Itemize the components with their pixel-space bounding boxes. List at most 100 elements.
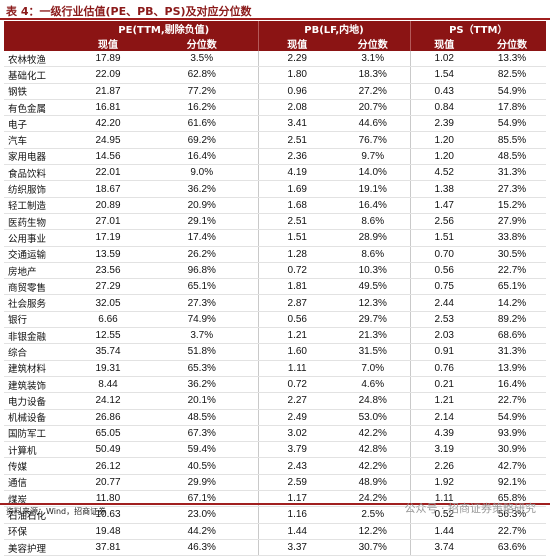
ps-percentile: 54.9%: [478, 115, 547, 133]
pb-percentile: 9.7%: [336, 148, 410, 166]
industry-name: 食品饮料: [4, 164, 70, 182]
valuation-table: PE(TTM,剔除负值) PB(LF,内地) PS（TTM） 现值 分位数 现值…: [4, 21, 547, 556]
pe-percentile: 67.3%: [146, 425, 258, 443]
pe-percentile: 65.3%: [146, 360, 258, 377]
header-corner-2: [4, 36, 70, 51]
pb-value: 1.60: [257, 343, 336, 361]
pb-percentile: 21.3%: [336, 327, 410, 345]
ps-value: 4.52: [409, 164, 478, 182]
pe-value: 65.05: [70, 425, 146, 443]
pe-percentile: 26.2%: [146, 246, 258, 263]
table-row: 环保 19.48 44.2% 1.44 12.2% 1.44 22.7%: [4, 523, 547, 540]
pb-value: 0.96: [257, 83, 336, 100]
pb-value: 2.51: [257, 213, 336, 231]
pe-percentile: 77.2%: [146, 83, 258, 100]
pb-value: 0.56: [257, 311, 336, 329]
pe-value: 19.48: [70, 523, 146, 540]
pb-percentile: 19.1%: [336, 180, 410, 198]
pe-value: 20.77: [70, 474, 146, 492]
table-row: 纺织服饰 18.67 36.2% 1.69 19.1% 1.38 27.3%: [4, 180, 547, 198]
ps-value: 2.14: [409, 409, 478, 426]
table-body: 农林牧渔 17.89 3.5% 2.29 3.1% 1.02 13.3% 基础化工 22.09 6…: [4, 51, 547, 556]
ps-value: 1.92: [409, 474, 478, 492]
pe-value: 22.09: [70, 66, 146, 84]
ps-percentile: 63.6%: [478, 539, 547, 556]
pe-percentile: 36.2%: [146, 180, 258, 198]
ps-value: 0.43: [409, 83, 478, 100]
pb-percentile: 18.3%: [336, 66, 410, 84]
header-ps-value: 现值: [409, 36, 478, 51]
pe-percentile: 96.8%: [146, 262, 258, 280]
pb-value: 0.72: [257, 262, 336, 280]
industry-name: 农林牧渔: [4, 51, 70, 68]
industry-name: 轻工制造: [4, 197, 70, 214]
ps-value: 1.51: [409, 229, 478, 247]
ps-value: 0.21: [409, 376, 478, 394]
pb-percentile: 42.2%: [336, 457, 410, 475]
ps-value: 4.39: [409, 425, 478, 443]
pe-percentile: 16.4%: [146, 148, 258, 166]
pe-value: 23.56: [70, 262, 146, 280]
pb-value: 2.51: [257, 131, 336, 149]
ps-percentile: 68.6%: [478, 327, 547, 345]
ps-percentile: 30.5%: [478, 246, 547, 263]
table-row: 传媒 26.12 40.5% 2.43 42.2% 2.26 42.7%: [4, 457, 547, 475]
pe-percentile: 65.1%: [146, 278, 258, 296]
industry-name: 通信: [4, 474, 70, 492]
ps-value: 2.39: [409, 115, 478, 133]
ps-percentile: 30.9%: [478, 441, 547, 459]
pe-value: 17.89: [70, 51, 146, 68]
ps-percentile: 31.3%: [478, 343, 547, 361]
pb-percentile: 12.2%: [336, 523, 410, 540]
industry-name: 医药生物: [4, 213, 70, 231]
pe-percentile: 59.4%: [146, 441, 258, 459]
ps-value: 2.53: [409, 311, 478, 329]
header-ps: PS（TTM）: [409, 21, 547, 36]
pb-value: 0.72: [257, 376, 336, 394]
ps-percentile: 22.7%: [478, 523, 547, 540]
pe-percentile: 23.0%: [146, 506, 258, 524]
pb-value: 2.87: [257, 294, 336, 312]
pb-percentile: 48.9%: [336, 474, 410, 492]
pe-value: 22.01: [70, 164, 146, 182]
industry-name: 国防军工: [4, 425, 70, 443]
ps-value: 3.19: [409, 441, 478, 459]
industry-name: 机械设备: [4, 409, 70, 426]
industry-name: 纺织服饰: [4, 180, 70, 198]
watermark: 公众号 · 招商证券策略研究: [404, 502, 537, 515]
ps-percentile: 15.2%: [478, 197, 547, 214]
pe-percentile: 3.5%: [146, 51, 258, 68]
pb-percentile: 3.1%: [336, 51, 410, 68]
industry-name: 交通运输: [4, 246, 70, 263]
pe-value: 24.95: [70, 131, 146, 149]
pb-value: 1.80: [257, 66, 336, 84]
pe-percentile: 3.7%: [146, 327, 258, 345]
industry-name: 环保: [4, 523, 70, 540]
pb-value: 1.69: [257, 180, 336, 198]
table-row: 医药生物 27.01 29.1% 2.51 8.6% 2.56 27.9%: [4, 213, 547, 231]
pe-value: 19.31: [70, 360, 146, 377]
pe-percentile: 36.2%: [146, 376, 258, 394]
ps-percentile: 16.4%: [478, 376, 547, 394]
pb-percentile: 24.8%: [336, 392, 410, 410]
ps-percentile: 14.2%: [478, 294, 547, 312]
ps-percentile: 93.9%: [478, 425, 547, 443]
industry-name: 电子: [4, 115, 70, 133]
ps-value: 0.76: [409, 360, 478, 377]
table-row: 美容护理 37.81 46.3% 3.37 30.7% 3.74 63.6%: [4, 539, 547, 556]
pe-value: 37.81: [70, 539, 146, 556]
ps-value: 0.70: [409, 246, 478, 263]
pb-percentile: 2.5%: [336, 506, 410, 524]
ps-percentile: 48.5%: [478, 148, 547, 166]
pb-value: 3.37: [257, 539, 336, 556]
pb-percentile: 76.7%: [336, 131, 410, 149]
pb-percentile: 8.6%: [336, 246, 410, 263]
pb-percentile: 42.2%: [336, 425, 410, 443]
ps-value: 2.26: [409, 457, 478, 475]
pe-percentile: 27.3%: [146, 294, 258, 312]
pe-percentile: 20.1%: [146, 392, 258, 410]
pb-percentile: 14.0%: [336, 164, 410, 182]
header-pe-value: 现值: [70, 36, 146, 51]
ps-value: 1.20: [409, 148, 478, 166]
ps-percentile: 13.9%: [478, 360, 547, 377]
